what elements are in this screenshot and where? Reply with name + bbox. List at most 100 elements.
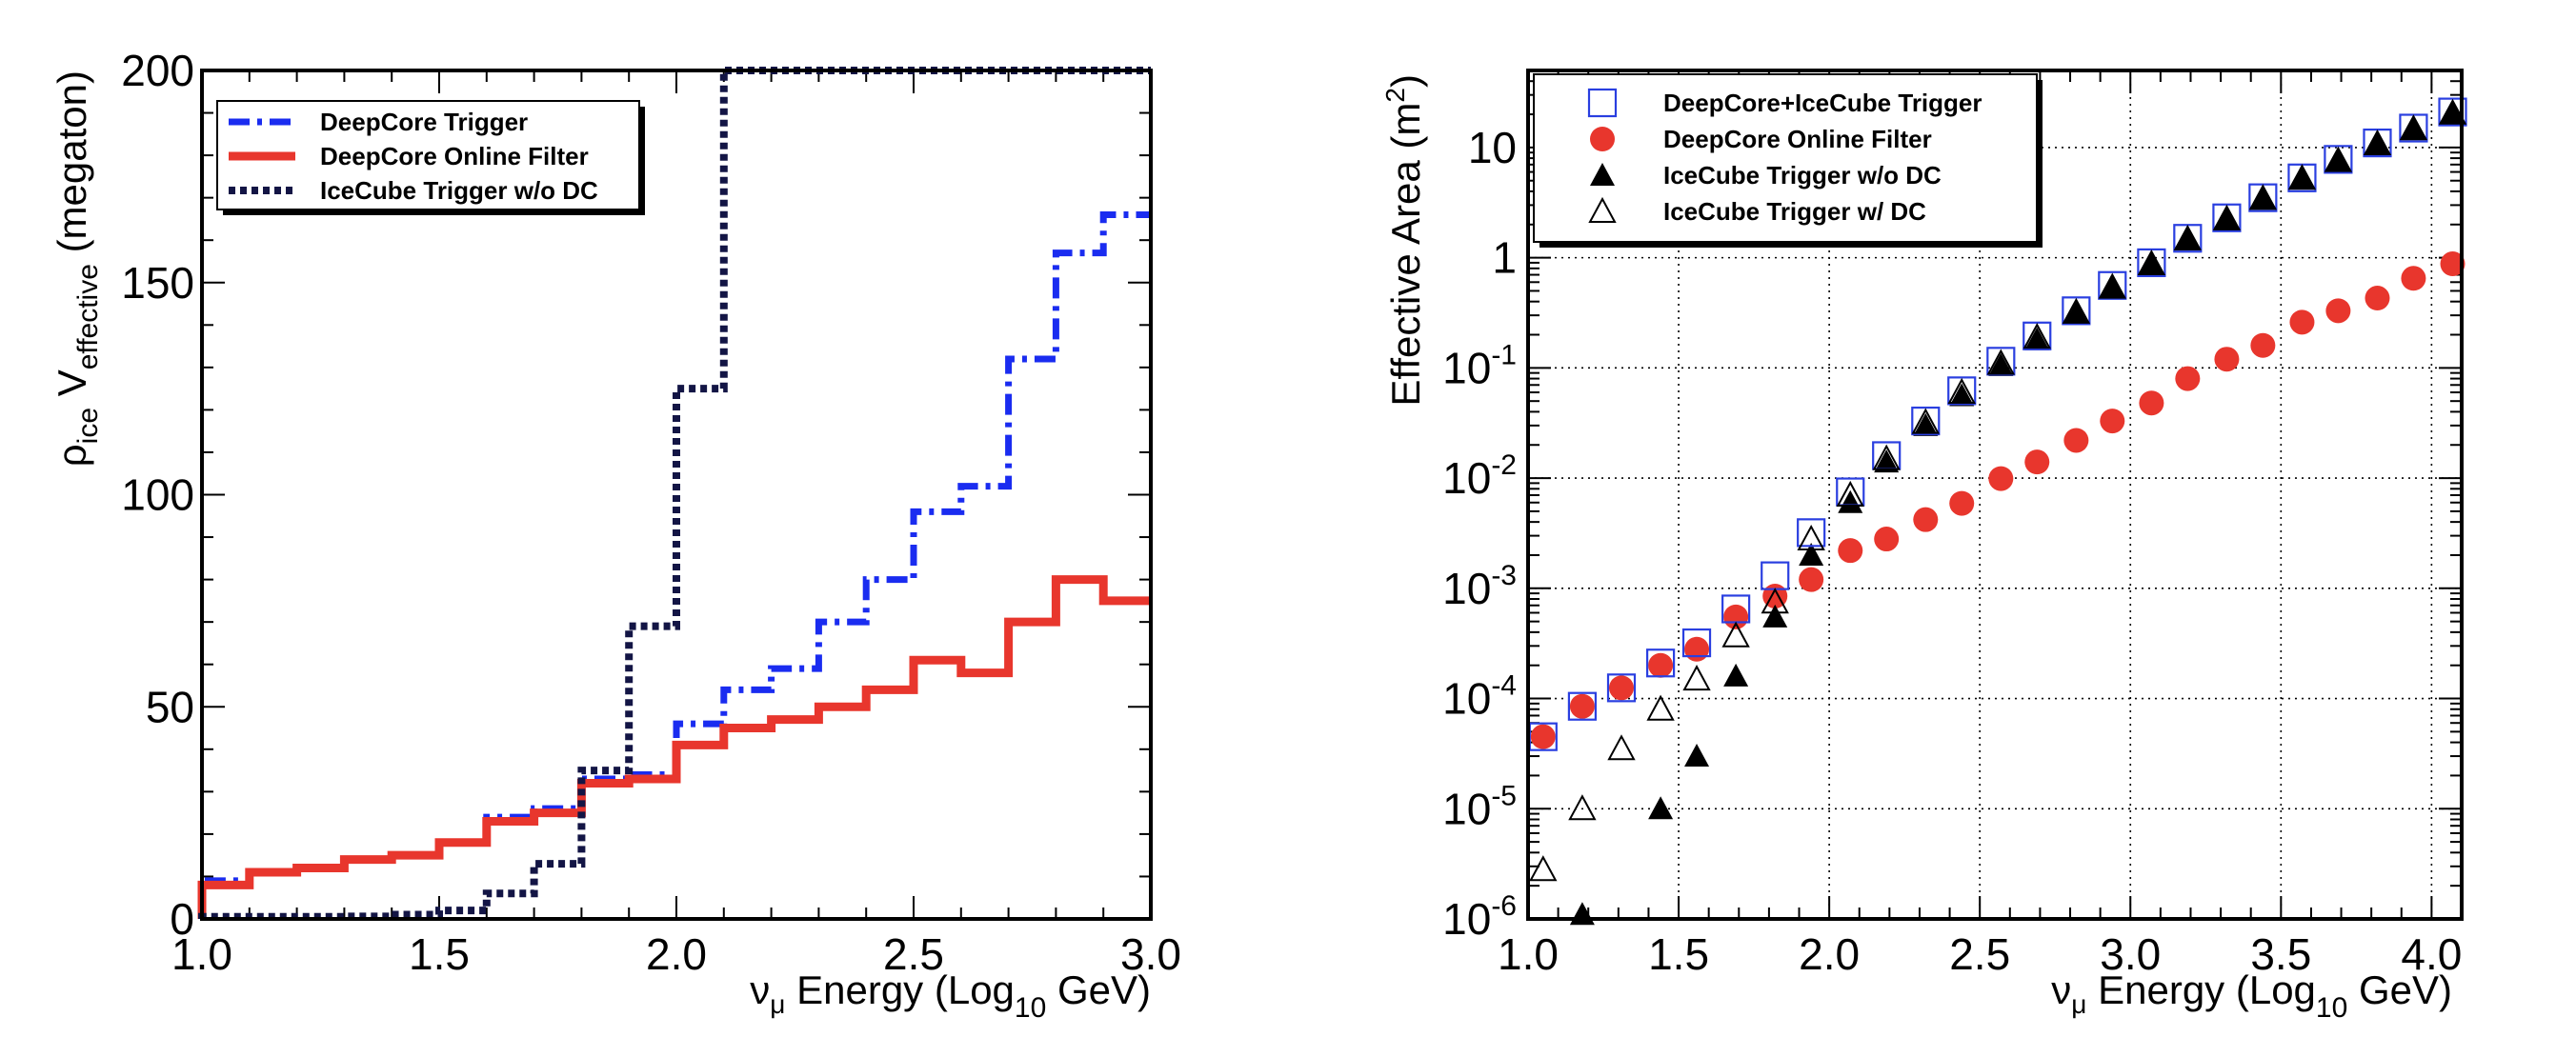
legend-label-4: IceCube Trigger w/ DC — [1663, 197, 1926, 226]
y-tick-label-base: 10 — [1442, 564, 1491, 613]
y-tick-label-exponent: -4 — [1491, 670, 1517, 702]
data-point-filled-triangle — [2063, 301, 2089, 325]
series-line-2 — [197, 575, 1151, 919]
data-point-open-triangle — [2438, 98, 2467, 125]
data-point-open-square — [2098, 270, 2127, 300]
data-point-open-triangle — [2173, 224, 2203, 250]
x-tick-label: 1.5 — [409, 929, 470, 979]
legend-label-3: IceCube Trigger w/o DC — [320, 176, 598, 205]
y-tick-label: 10-1 — [1442, 339, 1517, 392]
data-point-open-square — [1645, 648, 1676, 678]
data-point-open-triangle — [1797, 524, 1825, 551]
data-point-filled-triangle — [2289, 166, 2315, 189]
data-point-filled-triangle — [1838, 489, 1863, 513]
y-tick-label-base: 10 — [1442, 894, 1491, 944]
data-point-filled-triangle — [1949, 383, 1975, 407]
data-point-open-square — [2023, 321, 2052, 350]
data-point-open-triangle — [2062, 297, 2091, 324]
data-point-filled-triangle — [1799, 542, 1824, 566]
data-point-open-triangle — [2098, 272, 2126, 299]
data-point-open-triangle — [2287, 164, 2317, 190]
x-axis-title-sub-mu: μ — [2071, 989, 2086, 1019]
y-axis-title-unit: (megaton) — [50, 70, 94, 264]
y-tick-label-exponent: -3 — [1491, 560, 1517, 591]
data-point-open-triangle — [1872, 444, 1901, 470]
data-point-filled-circle — [2289, 309, 2315, 335]
data-point-open-triangle — [1607, 734, 1636, 761]
data-point-open-triangle — [1947, 377, 1976, 405]
data-point-filled-triangle — [1648, 796, 1674, 820]
data-point-open-triangle — [2137, 249, 2166, 276]
y-tick-label: 0 — [170, 894, 194, 944]
data-point-open-square — [1606, 673, 1637, 703]
data-point-filled-circle — [2214, 347, 2240, 372]
legend-marker-2 — [1590, 127, 1615, 151]
data-point-open-square — [2324, 145, 2353, 174]
data-point-open-square — [2062, 296, 2091, 326]
data-point-filled-circle — [2250, 332, 2276, 358]
data-point-open-triangle — [1529, 855, 1558, 882]
legend-label-1: DeepCore Trigger — [320, 108, 528, 136]
legend-marker-4 — [1588, 196, 1617, 223]
legend-box — [1533, 73, 2038, 243]
data-point-filled-triangle — [2024, 327, 2050, 350]
data-point-filled-circle — [1874, 527, 1900, 552]
y-tick-label: 200 — [121, 46, 194, 95]
data-point-open-triangle — [2399, 114, 2428, 141]
data-point-filled-circle — [1838, 538, 1863, 564]
x-axis-title-suffix: GeV) — [2347, 967, 2452, 1012]
legend-marker-3 — [1590, 163, 1615, 186]
data-point-filled-circle — [1648, 652, 1674, 678]
y-axis-title-rho: ρ — [50, 444, 94, 467]
y-tick-label: 10-6 — [1442, 890, 1517, 944]
data-point-filled-circle — [1609, 675, 1634, 701]
data-point-filled-triangle — [2325, 149, 2351, 172]
y-tick-label-base: 10 — [1442, 453, 1491, 503]
x-tick-label: 2.5 — [883, 929, 944, 979]
data-point-filled-circle — [1799, 567, 1824, 592]
data-point-open-triangle — [2023, 322, 2051, 349]
x-tick-label: 4.0 — [2401, 929, 2462, 979]
x-axis-title-main: Energy (Log — [2086, 967, 2315, 1012]
x-axis-title-sub: 10 — [1015, 992, 1046, 1024]
x-axis-title-sub-mu: μ — [770, 989, 785, 1019]
data-point-filled-triangle — [2175, 227, 2201, 250]
y-tick-label-exponent: -5 — [1491, 780, 1517, 811]
data-point-open-triangle — [1682, 665, 1711, 691]
x-axis-title-nu: ν — [2051, 967, 2071, 1012]
y-axis-title-v: V — [50, 369, 94, 408]
data-point-open-triangle — [1986, 349, 2016, 375]
data-point-filled-circle — [1530, 724, 1556, 749]
data-point-filled-triangle — [1569, 902, 1595, 926]
x-tick-label: 2.0 — [646, 929, 707, 979]
legend-label-2: DeepCore Online Filter — [1663, 125, 1932, 153]
x-tick-label: 1.5 — [1648, 929, 1709, 979]
data-point-filled-circle — [2325, 298, 2351, 324]
y-tick-label: 150 — [121, 258, 194, 308]
data-point-filled-triangle — [1913, 412, 1939, 436]
legend-label-3: IceCube Trigger w/o DC — [1663, 161, 1942, 189]
x-tick-label: 2.0 — [1799, 929, 1860, 979]
y-tick-label-base: 10 — [1442, 343, 1491, 392]
y-tick-label-exponent: -2 — [1491, 449, 1517, 481]
data-point-open-triangle — [1646, 694, 1675, 721]
left-panel-volume-chart: 1.0 1.5 2.0 2.5 3.0 0 50 100 150 200 νμ Energy (Lo… — [50, 46, 1181, 1024]
y-tick-label: 10-5 — [1442, 780, 1517, 833]
data-point-filled-circle — [2440, 251, 2465, 277]
data-point-open-triangle — [1761, 588, 1789, 614]
data-point-open-square — [1567, 691, 1598, 721]
data-point-open-square — [1681, 628, 1712, 658]
data-point-filled-triangle — [2139, 252, 2164, 276]
y-axis-title: Effective Area (m2) — [1380, 74, 1428, 407]
data-point-filled-circle — [1913, 507, 1939, 532]
data-point-open-square — [2438, 97, 2467, 127]
data-point-filled-circle — [1988, 466, 2014, 491]
data-point-filled-triangle — [1723, 663, 1749, 687]
data-point-open-triangle — [2212, 204, 2242, 230]
y-tick-label: 10-4 — [1442, 670, 1517, 724]
data-point-filled-circle — [1723, 604, 1749, 629]
legend-label-1: DeepCore+IceCube Trigger — [1663, 89, 1982, 117]
data-point-filled-triangle — [1988, 352, 2014, 376]
legend-marker-1 — [1587, 88, 1618, 118]
